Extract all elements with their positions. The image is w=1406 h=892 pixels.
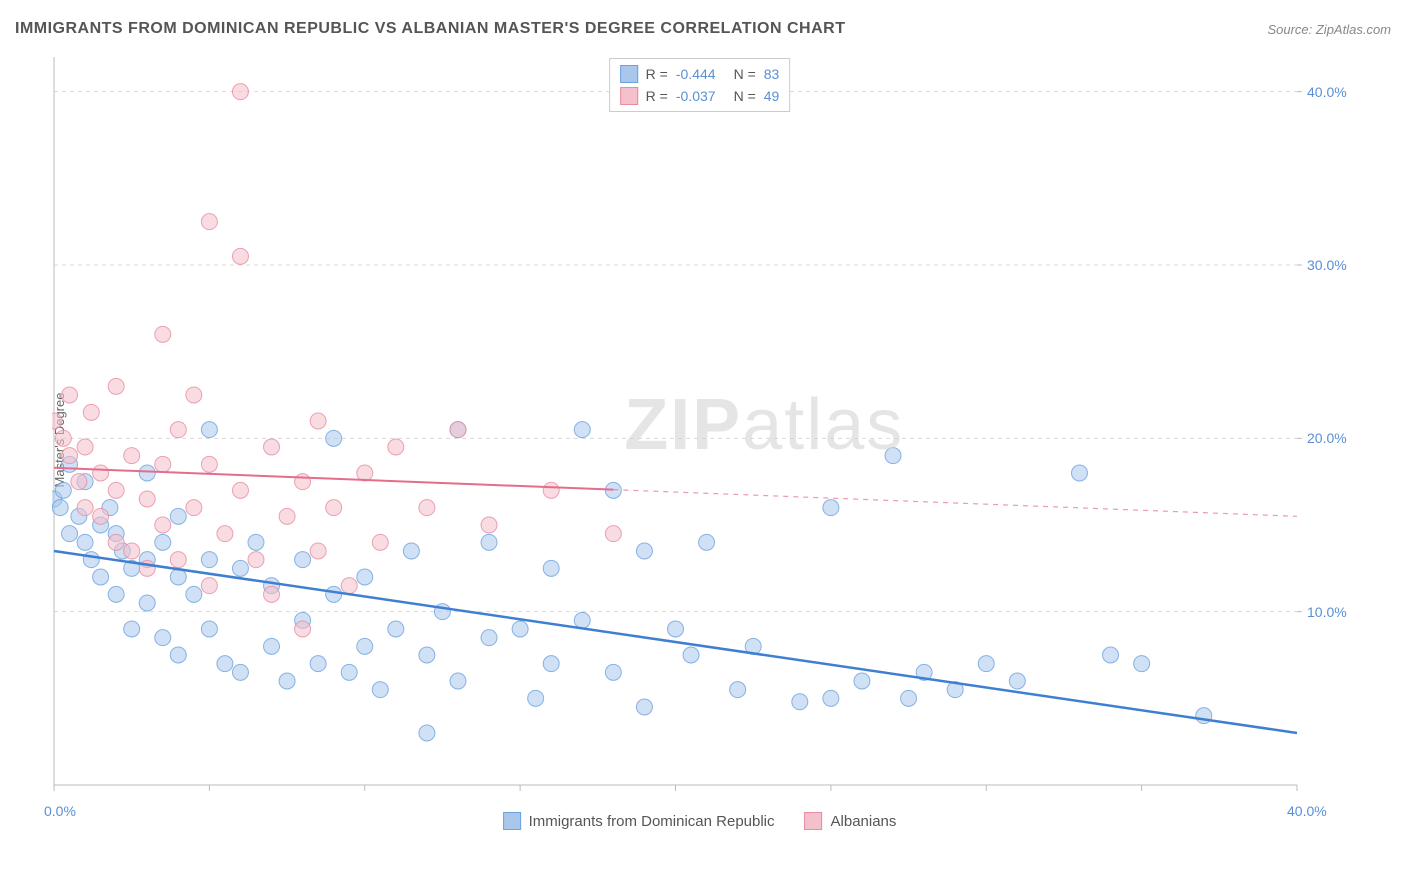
legend-swatch: [620, 87, 638, 105]
legend-stat-row: R = -0.037 N = 49: [620, 85, 780, 107]
x-tick-label: 0.0%: [44, 803, 76, 819]
series-legend: Immigrants from Dominican Republic Albani…: [503, 812, 897, 830]
legend-swatch: [805, 812, 823, 830]
chart-title: IMMIGRANTS FROM DOMINICAN REPUBLIC VS AL…: [15, 20, 845, 38]
legend-stat-row: R = -0.444 N = 83: [620, 63, 780, 85]
y-tick-label: 20.0%: [1307, 430, 1347, 446]
legend-item: Albanians: [805, 812, 897, 830]
chart-source: Source: ZipAtlas.com: [1267, 22, 1391, 37]
y-tick-label: 40.0%: [1307, 84, 1347, 100]
y-tick-label: 10.0%: [1307, 604, 1347, 620]
stat-r-value: -0.444: [676, 66, 716, 82]
stat-r-label: R =: [646, 66, 668, 82]
legend-swatch: [620, 65, 638, 83]
legend-swatch: [503, 812, 521, 830]
legend-item: Immigrants from Dominican Republic: [503, 812, 775, 830]
legend-label: Immigrants from Dominican Republic: [529, 813, 775, 830]
stat-n-label: N =: [734, 66, 756, 82]
x-tick-label: 40.0%: [1287, 803, 1327, 819]
stat-r-value: -0.037: [676, 88, 716, 104]
correlation-legend: R = -0.444 N = 83 R = -0.037 N = 49: [609, 58, 791, 112]
scatter-plot: [52, 55, 1347, 825]
stat-r-label: R =: [646, 88, 668, 104]
stat-n-label: N =: [734, 88, 756, 104]
chart-area: Master's Degree ZIPatlas R = -0.444N = 8…: [52, 55, 1347, 825]
y-tick-label: 30.0%: [1307, 257, 1347, 273]
stat-n-value: 49: [764, 88, 780, 104]
legend-label: Albanians: [831, 813, 897, 830]
chart-header: IMMIGRANTS FROM DOMINICAN REPUBLIC VS AL…: [15, 20, 1391, 38]
stat-n-value: 83: [764, 66, 780, 82]
